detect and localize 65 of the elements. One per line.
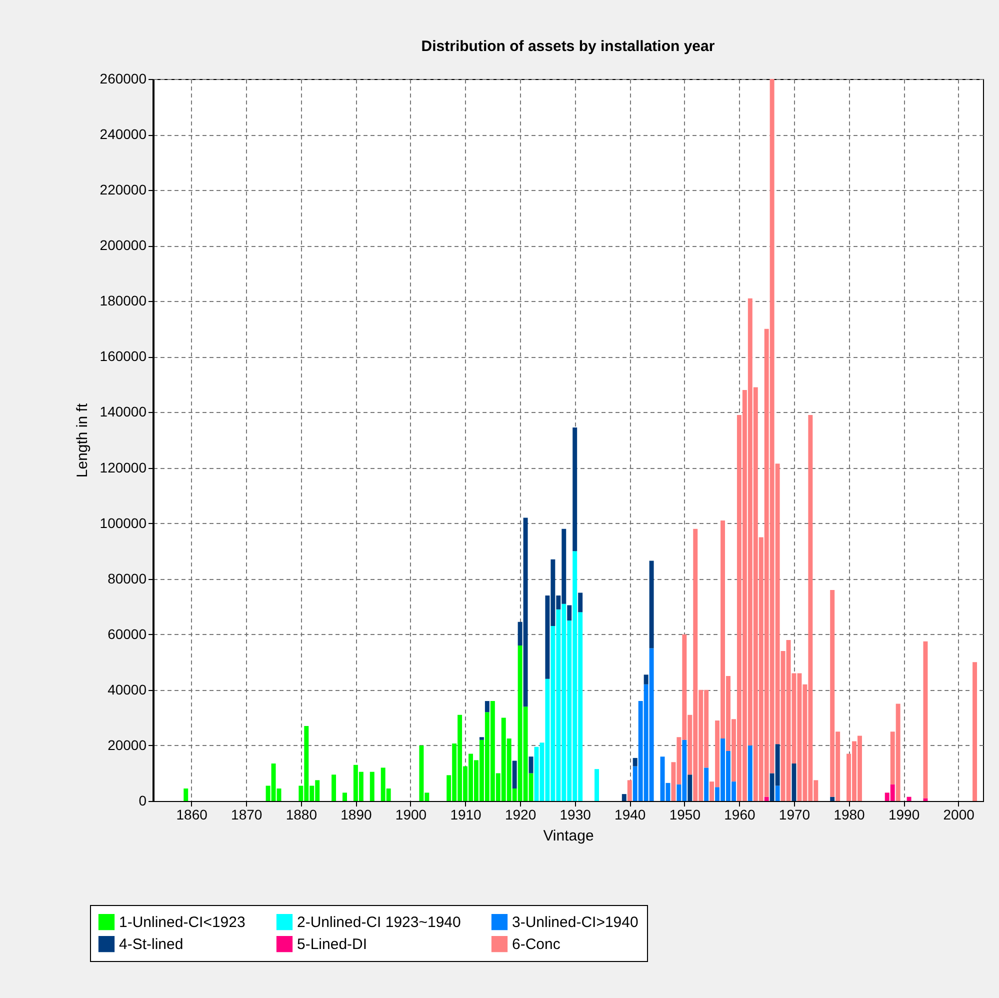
- chart-title: Distribution of assets by installation year: [421, 38, 715, 55]
- legend-label: 4-St-lined: [119, 936, 184, 953]
- y-tick-label: 200000: [100, 237, 147, 254]
- x-tick-label: 1860: [176, 806, 208, 822]
- bar: [332, 774, 336, 801]
- bar: [906, 796, 912, 801]
- x-axis-title: Vintage: [543, 828, 594, 844]
- legend-label: 5-Lined-DI: [297, 936, 368, 953]
- bar: [594, 769, 599, 801]
- y-tick-label: 40000: [108, 681, 147, 698]
- bar: [764, 796, 769, 801]
- x-tick-label: 1880: [286, 806, 318, 822]
- bar: [184, 788, 188, 801]
- x-tick-label: 2000: [943, 806, 975, 822]
- bar: [512, 760, 517, 789]
- y-tick-label: 100000: [100, 514, 147, 531]
- x-tick-label: 1910: [450, 806, 482, 822]
- y-tick-label: 260000: [100, 70, 147, 86]
- bar: [528, 756, 534, 774]
- x-tick-label: 1940: [614, 806, 646, 822]
- y-tick-label: 140000: [100, 404, 147, 420]
- legend-label: 6-Conc: [512, 936, 561, 953]
- legend-label: 2-Unlined-CI 1923~1940: [297, 914, 461, 931]
- bar: [484, 701, 490, 712]
- bar: [830, 796, 835, 801]
- x-tick-label: 1870: [231, 806, 262, 822]
- bar: [342, 792, 347, 801]
- y-tick-label: 120000: [100, 459, 147, 476]
- bar: [572, 428, 578, 552]
- bar: [644, 674, 648, 684]
- legend-label: 3-Unlined-CI>1940: [512, 914, 638, 931]
- y-tick-label: 180000: [100, 292, 147, 309]
- legend-label: 1-Unlined-CI<1923: [119, 914, 246, 931]
- bar: [649, 560, 654, 648]
- x-tick-label: 1950: [669, 806, 701, 822]
- x-tick-label: 1980: [834, 806, 866, 822]
- y-axis-title: Length in ft: [74, 402, 91, 478]
- x-tick-label: 1970: [778, 806, 810, 822]
- bar: [775, 786, 780, 801]
- bar: [688, 774, 692, 801]
- y-tick-label: 60000: [108, 626, 147, 642]
- y-tick-label: 0: [138, 792, 147, 808]
- bar: [627, 780, 632, 801]
- bar: [632, 758, 638, 766]
- x-tick-label: 1990: [888, 806, 920, 822]
- y-tick-label: 80000: [108, 570, 147, 586]
- bar: [578, 592, 583, 612]
- y-tick-label: 160000: [100, 348, 147, 364]
- x-tick-label: 1900: [395, 806, 427, 822]
- bar: [972, 662, 978, 801]
- bar: [923, 798, 928, 801]
- bar: [748, 745, 752, 801]
- bar: [567, 605, 572, 620]
- bar: [370, 772, 374, 801]
- bar: [923, 641, 928, 798]
- y-tick-label: 220000: [100, 182, 147, 198]
- y-tick-label: 20000: [108, 736, 147, 753]
- x-tick-label: 1930: [560, 806, 592, 822]
- bar: [622, 794, 626, 801]
- x-tick-label: 1920: [504, 806, 536, 822]
- x-tick-label: 1890: [340, 806, 372, 822]
- y-tick-label: 240000: [100, 126, 147, 142]
- bar: [479, 737, 484, 740]
- bar: [704, 768, 709, 801]
- x-tick-label: 1960: [724, 806, 756, 822]
